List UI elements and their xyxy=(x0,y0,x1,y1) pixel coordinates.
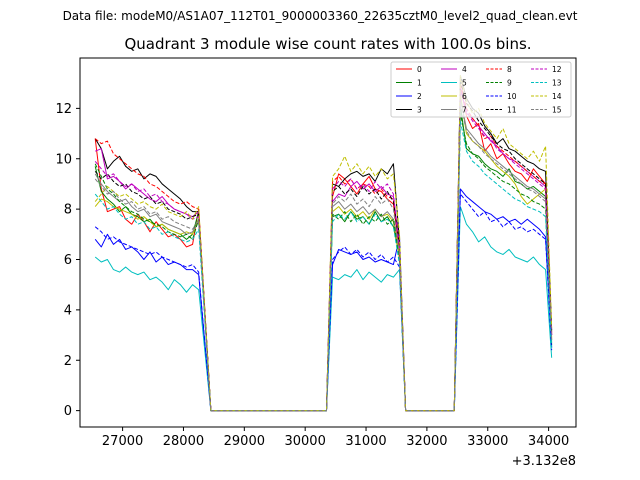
y-axis: 0 2 4 6 8 10 12 xyxy=(55,102,80,419)
series-line-10 xyxy=(94,193,553,412)
legend-label-12: 12 xyxy=(552,65,562,74)
legend-box xyxy=(390,61,572,118)
x-tick-label: 32000 xyxy=(406,434,447,449)
y-tick-label: 0 xyxy=(64,404,72,419)
x-tick-label: 27000 xyxy=(102,434,143,449)
legend-label-3: 3 xyxy=(417,105,422,114)
legend-label-14: 14 xyxy=(552,92,562,101)
x-axis: 27000 28000 29000 30000 31000 32000 33000 34000 xyxy=(102,427,569,449)
y-tick-label: 6 xyxy=(64,253,72,268)
plot-lines xyxy=(94,75,553,412)
x-tick-label: 29000 xyxy=(224,434,265,449)
legend-label-0: 0 xyxy=(417,65,422,74)
x-offset-label: +3.132e8 xyxy=(512,454,576,469)
legend-label-8: 8 xyxy=(507,65,512,74)
legend-label-4: 4 xyxy=(462,65,467,74)
legend-label-9: 9 xyxy=(507,78,512,87)
x-tick-label: 31000 xyxy=(345,434,386,449)
y-tick-label: 12 xyxy=(55,102,72,117)
x-tick-label: 33000 xyxy=(467,434,508,449)
y-tick-label: 4 xyxy=(64,303,72,318)
legend-label-7: 7 xyxy=(462,105,467,114)
x-tick-label: 30000 xyxy=(284,434,325,449)
legend-label-15: 15 xyxy=(552,105,562,114)
x-tick-label: 28000 xyxy=(163,434,204,449)
axes-frame xyxy=(79,57,577,428)
legend-label-5: 5 xyxy=(462,78,467,87)
series-line-15 xyxy=(94,102,553,412)
legend-label-13: 13 xyxy=(552,78,562,87)
x-tick-label: 34000 xyxy=(528,434,569,449)
figure-suptitle: Data file: modeM0/AS1A07_112T01_90000033… xyxy=(63,9,578,23)
y-tick-label: 2 xyxy=(64,354,72,369)
chart-title: Quadrant 3 module wise count rates with … xyxy=(124,35,531,53)
legend-label-6: 6 xyxy=(462,92,467,101)
legend-label-1: 1 xyxy=(417,78,422,87)
y-tick-label: 8 xyxy=(64,203,72,218)
legend-label-11: 11 xyxy=(507,105,517,114)
y-tick-label: 10 xyxy=(55,152,72,167)
legend-label-10: 10 xyxy=(507,92,517,101)
legend-label-2: 2 xyxy=(417,92,422,101)
